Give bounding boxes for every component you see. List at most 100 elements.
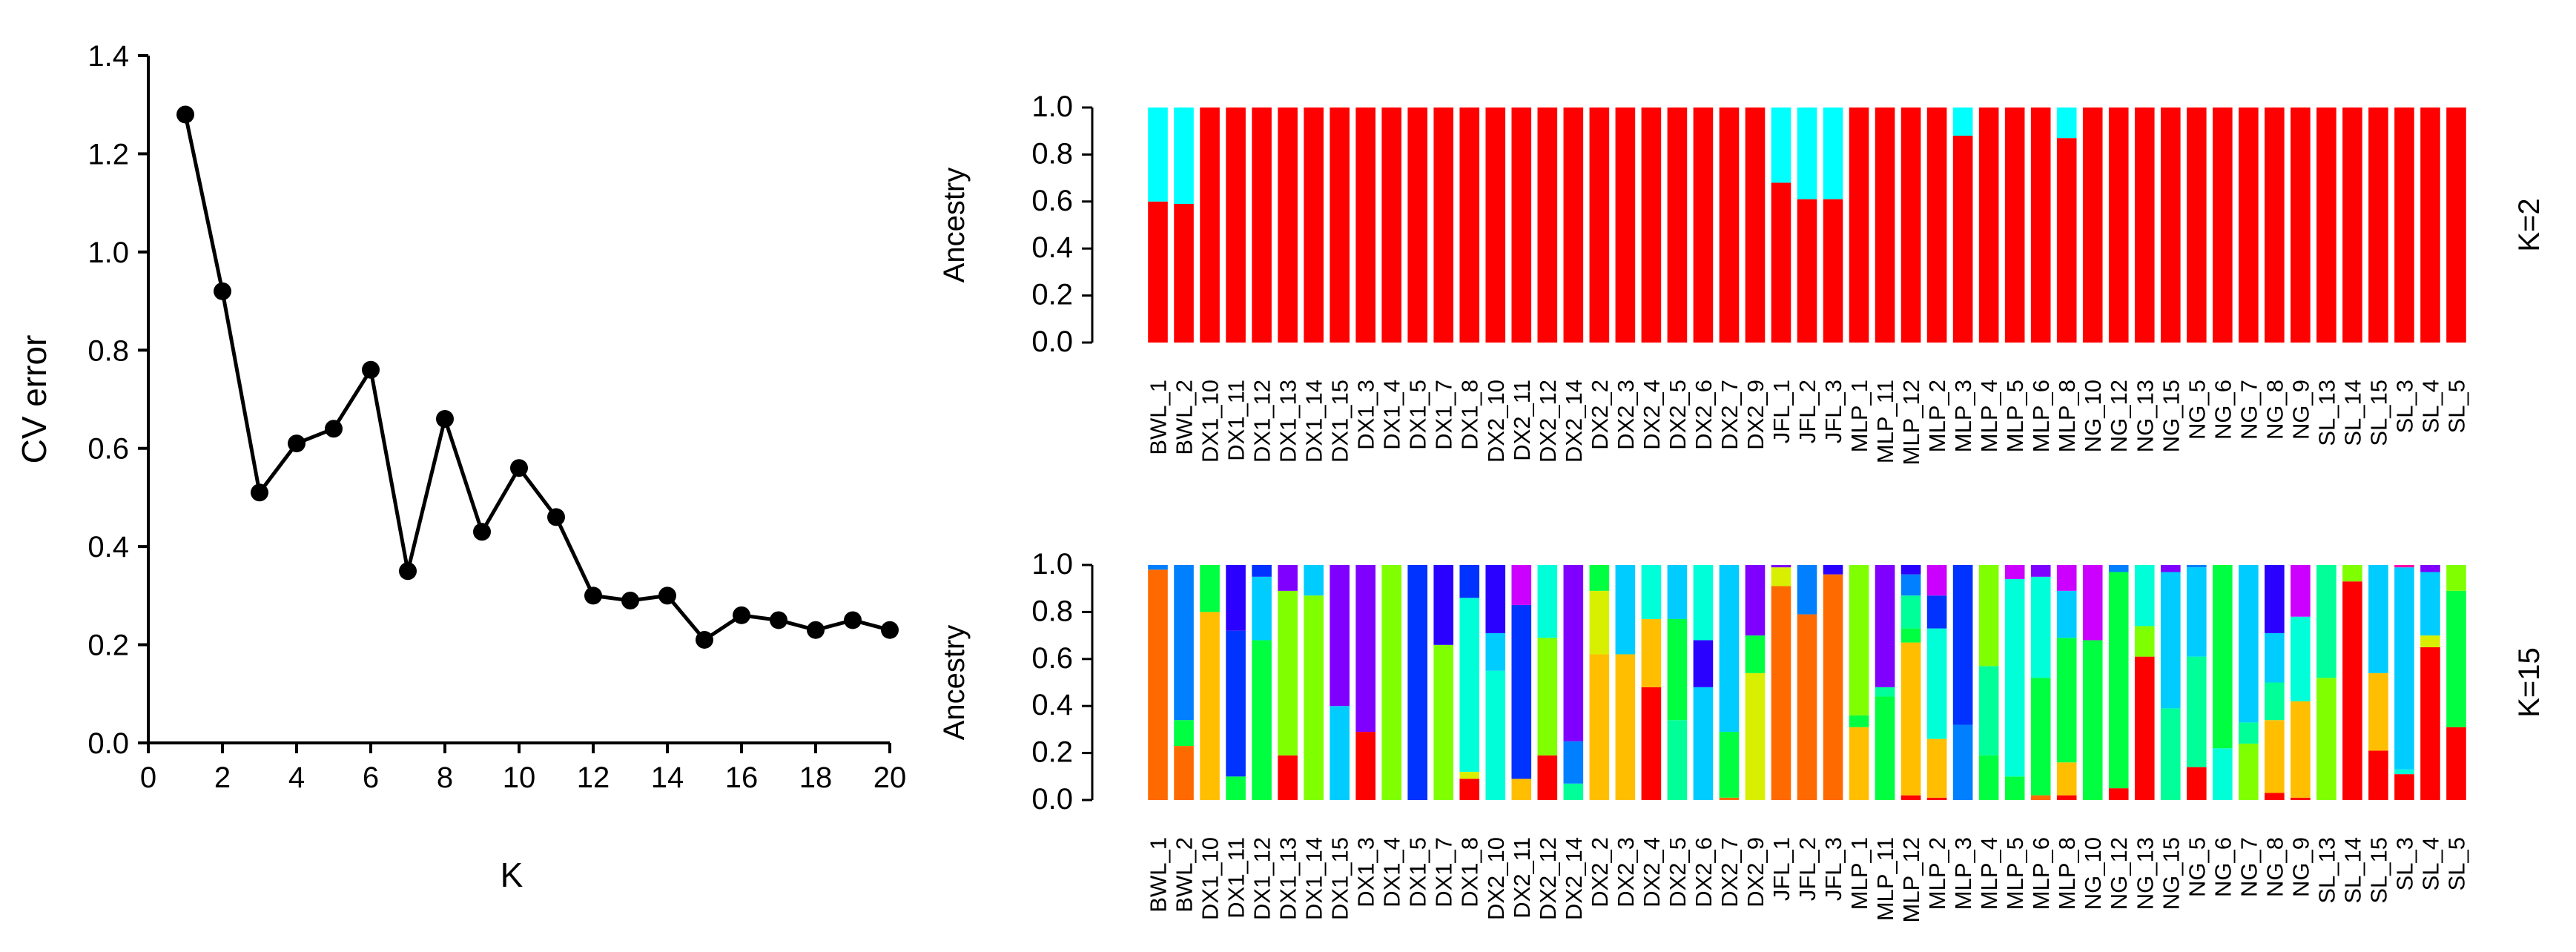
cv-error-point bbox=[399, 562, 417, 581]
ancestry-segment bbox=[2446, 590, 2466, 727]
sample-label: DX1_4 bbox=[1379, 837, 1405, 908]
sample-label: SL_5 bbox=[2443, 380, 2469, 433]
ancestry-segment bbox=[1745, 108, 1766, 343]
sample-label: NG_12 bbox=[2106, 837, 2132, 910]
ancestry-segment bbox=[1589, 654, 1610, 800]
ancestry-segment bbox=[2134, 565, 2155, 627]
ancestry-segment bbox=[1615, 108, 1636, 343]
cv-error-point bbox=[510, 459, 528, 477]
sample-label: JFL_3 bbox=[1820, 380, 1846, 443]
ancestry-segment bbox=[1641, 565, 1662, 619]
k-value-label: K=2 bbox=[2513, 198, 2546, 251]
ancestry-segment bbox=[1589, 108, 1610, 343]
sample-label: DX2_5 bbox=[1665, 380, 1691, 450]
ancestry-segment bbox=[1797, 565, 1817, 615]
ancestry-segment bbox=[2394, 774, 2414, 800]
ancestry-segment bbox=[1589, 590, 1610, 655]
y-tick-label: 0.8 bbox=[87, 334, 129, 367]
ancestry-segment bbox=[1563, 741, 1584, 784]
sample-label: DX2_9 bbox=[1743, 380, 1768, 450]
ancestry-segment bbox=[1537, 638, 1558, 756]
ancestry-segment bbox=[2030, 678, 2051, 796]
ancestry-segment bbox=[1252, 108, 1272, 343]
sample-label: SL_15 bbox=[2365, 837, 2391, 904]
ancestry-segment bbox=[2213, 108, 2233, 343]
sample-label: DX1_8 bbox=[1457, 380, 1483, 450]
ancestry-segment bbox=[1978, 666, 1999, 756]
y-tick-label: 0.4 bbox=[1031, 689, 1073, 721]
ancestry-segment bbox=[2291, 108, 2311, 343]
ancestry-segment bbox=[1278, 565, 1298, 591]
cv-error-point bbox=[696, 630, 713, 649]
sample-label: MLP_2 bbox=[1924, 837, 1950, 910]
ancestry-segment bbox=[1849, 727, 1869, 800]
sample-label: MLP_4 bbox=[1976, 837, 2002, 910]
ancestry-segment bbox=[1771, 108, 1791, 183]
ancestry-segment bbox=[2186, 656, 2207, 767]
sample-label: DX1_13 bbox=[1275, 837, 1301, 920]
sample-label: DX2_10 bbox=[1483, 837, 1509, 920]
sample-label: DX1_7 bbox=[1431, 380, 1457, 450]
sample-label: DX2_12 bbox=[1535, 837, 1561, 920]
x-tick-label: 8 bbox=[437, 761, 453, 794]
ancestry-segment bbox=[1278, 108, 1298, 343]
ancestry-segment bbox=[2394, 108, 2414, 343]
sample-label: DX2_6 bbox=[1691, 380, 1717, 450]
sample-label: NG_9 bbox=[2288, 380, 2314, 440]
ancestry-segment bbox=[2265, 793, 2285, 800]
cv-error-point bbox=[807, 621, 825, 639]
ancestry-segment bbox=[1900, 795, 1921, 800]
ancestry-segment bbox=[1355, 565, 1375, 733]
x-axis-title: K bbox=[501, 856, 524, 894]
sample-label: NG_10 bbox=[2080, 380, 2106, 452]
sample-label: MLP_6 bbox=[2028, 380, 2054, 452]
ancestry-segment bbox=[2004, 565, 2025, 580]
ancestry-segment bbox=[1978, 108, 1999, 343]
cv-error-point bbox=[658, 586, 676, 605]
y-tick-label: 1.2 bbox=[87, 138, 129, 171]
sample-label: BWL_1 bbox=[1146, 837, 1172, 913]
sample-label: NG_6 bbox=[2210, 380, 2236, 440]
ancestry-segment bbox=[2213, 565, 2233, 749]
ancestry-segment bbox=[1900, 595, 1921, 629]
ancestry-segment bbox=[2030, 565, 2051, 577]
ancestry-segment bbox=[2446, 108, 2466, 343]
ancestry-segment bbox=[1900, 642, 1921, 796]
ancestry-segment bbox=[2239, 565, 2259, 723]
ancestry-segment bbox=[1278, 590, 1298, 756]
ancestry-segment bbox=[2213, 748, 2233, 800]
sample-label: MLP_1 bbox=[1846, 837, 1872, 910]
ancestry-segment bbox=[2368, 750, 2388, 800]
ancestry-segment bbox=[1978, 755, 1999, 800]
ancestry-segment bbox=[2420, 572, 2440, 636]
ancestry-segment bbox=[1693, 687, 1714, 800]
sample-label: DX2_7 bbox=[1717, 837, 1743, 908]
ancestry-segment bbox=[1252, 576, 1272, 641]
ancestry-segment bbox=[2082, 108, 2103, 343]
ancestry-segment bbox=[1200, 612, 1220, 800]
y-tick-label: 0.0 bbox=[1031, 325, 1073, 358]
x-tick-label: 2 bbox=[214, 761, 231, 794]
ancestry-segment bbox=[2186, 567, 2207, 657]
ancestry-segment bbox=[2265, 720, 2285, 793]
ancestry-segment bbox=[1381, 565, 1401, 800]
ancestry-segment bbox=[2420, 108, 2440, 343]
x-tick-label: 20 bbox=[873, 761, 907, 794]
y-tick-label: 0.4 bbox=[1031, 231, 1073, 264]
ancestry-segment bbox=[1615, 565, 1636, 655]
sample-label: DX2_9 bbox=[1743, 837, 1768, 908]
ancestry-segment bbox=[2056, 590, 2077, 638]
y-tick-label: 0.2 bbox=[87, 629, 129, 662]
sample-label: SL_4 bbox=[2417, 837, 2443, 890]
sample-label: SL_3 bbox=[2391, 380, 2417, 433]
ancestry-segment bbox=[1330, 565, 1350, 707]
sample-label: DX2_5 bbox=[1665, 837, 1691, 908]
sample-label: DX1_11 bbox=[1223, 837, 1249, 919]
y-tick-label: 1.0 bbox=[1031, 548, 1073, 581]
sample-label: DX1_15 bbox=[1327, 380, 1353, 463]
x-tick-label: 4 bbox=[288, 761, 305, 794]
ancestry-segment bbox=[1304, 595, 1324, 800]
ancestry-segment bbox=[2368, 565, 2388, 673]
sample-label: DX2_3 bbox=[1613, 380, 1639, 450]
ancestry-segment bbox=[2368, 672, 2388, 751]
